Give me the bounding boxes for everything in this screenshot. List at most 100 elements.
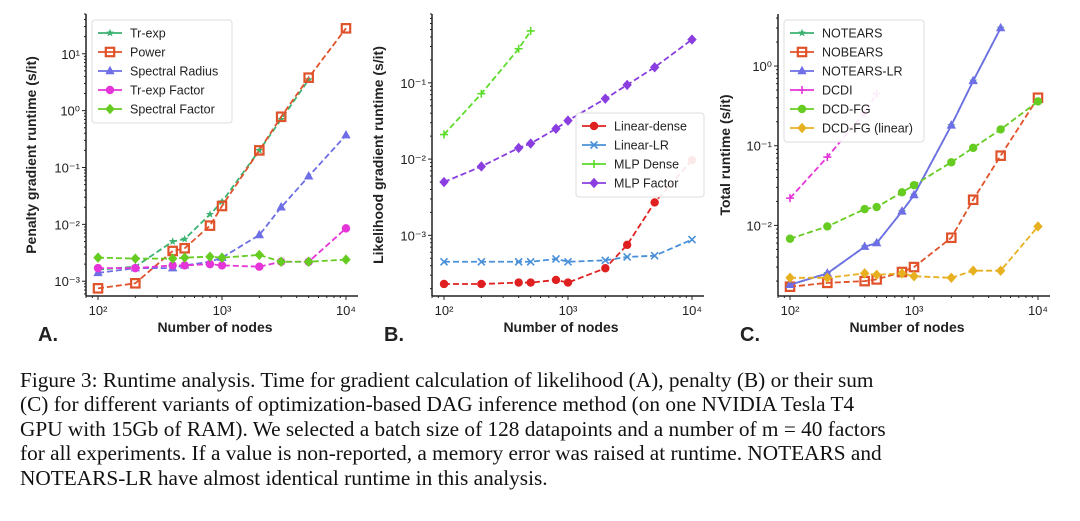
data-point — [551, 123, 561, 134]
legend-marker — [796, 46, 808, 58]
data-point — [204, 220, 216, 231]
panel-a: 10² 10³ 10⁴ 10⁻³ 10⁻² 10⁻¹ 10⁰ 10¹ Number of nod… — [23, 13, 358, 346]
y-tick-label: 10⁻¹ — [746, 139, 772, 154]
x-axis-label: Number of nodes — [157, 319, 272, 335]
legend-item: MLP Dense — [582, 158, 679, 172]
x-tick-label: 10² — [435, 303, 454, 318]
data-point — [649, 62, 660, 73]
data-point — [276, 202, 286, 211]
x-tick-label: 10⁴ — [1028, 303, 1048, 318]
data-point — [909, 271, 919, 282]
legend-item: NOBEARS — [790, 46, 883, 60]
data-point — [563, 278, 573, 287]
data-point — [687, 235, 697, 244]
data-point — [786, 194, 795, 203]
legend-marker — [106, 28, 114, 37]
data-point — [551, 275, 561, 285]
data-point — [276, 256, 286, 267]
data-point — [871, 269, 882, 280]
data-point — [967, 194, 979, 206]
legend-marker — [589, 121, 599, 131]
legend-label: DCD-FG — [822, 103, 871, 117]
legend-item: MLP Factor — [582, 177, 678, 191]
data-point — [477, 279, 486, 289]
legend-label: NOTEARS-LR — [822, 65, 903, 79]
data-point — [254, 145, 265, 156]
series-mlp-dense — [440, 26, 535, 139]
legend-item: Linear-LR — [582, 139, 669, 153]
legend-label: DCD-FG (linear) — [822, 122, 913, 136]
legend-marker — [590, 160, 598, 168]
data-point — [205, 259, 215, 269]
y-tick-label: 10⁻¹ — [54, 160, 80, 175]
data-point — [600, 93, 611, 104]
y-tick-label: 10⁻³ — [400, 228, 426, 243]
data-point — [340, 23, 352, 34]
data-point — [514, 278, 523, 287]
data-point — [650, 198, 659, 207]
data-point — [167, 253, 178, 264]
legend-box — [575, 112, 705, 198]
series-linear-lr — [439, 235, 697, 266]
data-point — [947, 158, 956, 167]
legend-item: Linear-dense — [582, 120, 687, 134]
legend-label: Power — [130, 46, 165, 60]
legend-item: DCD-FG — [790, 103, 871, 117]
data-point — [995, 265, 1006, 276]
data-point — [968, 265, 978, 276]
legend: NOTEARS NOBEARS NOTEARS-LR DCDI DCD-FG DCD-FG… — [783, 19, 925, 143]
caption-line: for all experiments. If a value is non-r… — [20, 441, 882, 466]
x-tick-label: 10³ — [213, 303, 232, 318]
data-point — [303, 256, 314, 267]
series-line — [97, 254, 347, 263]
legend: Tr-exp Power Spectral Radius Tr-exp Factor S… — [91, 19, 233, 124]
data-point — [217, 252, 227, 263]
data-point — [179, 252, 190, 263]
y-tick-label: 10¹ — [61, 47, 80, 62]
legend-label: NOBEARS — [822, 46, 883, 60]
panel-label: B. — [384, 324, 404, 346]
data-point — [622, 79, 632, 91]
data-point — [601, 256, 610, 265]
data-point — [563, 115, 573, 126]
data-point — [440, 130, 449, 139]
data-point — [476, 161, 487, 172]
x-axis-label: Number of nodes — [503, 319, 618, 335]
y-tick-label: 10⁻¹ — [400, 76, 426, 91]
data-point — [525, 138, 536, 149]
data-point — [216, 200, 228, 212]
series-mlp-factor — [439, 34, 697, 188]
legend-label: NOTEARS — [822, 27, 882, 41]
x-tick-label: 10² — [781, 303, 800, 318]
data-point — [897, 188, 907, 197]
legend: Linear-dense Linear-LR MLP Dense MLP Factor — [575, 112, 705, 198]
data-point — [93, 263, 103, 273]
panel-c: 10² 10³ 10⁴ 10⁻² 10⁻¹ 10⁰ Number of nodes Total… — [717, 14, 1050, 346]
legend-marker — [797, 122, 807, 134]
legend-item: NOTEARS — [790, 27, 882, 41]
series-line — [97, 134, 347, 274]
series-line — [98, 227, 347, 270]
data-point — [996, 125, 1005, 134]
series-line — [789, 97, 1039, 288]
y-tick-label: 10⁻² — [746, 218, 772, 233]
data-point — [859, 241, 870, 250]
legend-box — [91, 19, 233, 124]
data-point — [168, 237, 177, 245]
x-tick-label: 10³ — [559, 303, 578, 318]
legend-marker — [798, 28, 806, 37]
series-line — [789, 100, 1039, 240]
y-tick-label: 10⁻² — [400, 152, 426, 167]
panel-label: A. — [38, 324, 58, 346]
legend-label: Spectral Radius — [130, 65, 218, 79]
caption-line: Figure 3: Runtime analysis. Time for gra… — [20, 368, 874, 392]
data-point — [823, 222, 832, 231]
legend-item: Spectral Factor — [98, 103, 215, 117]
data-point — [180, 234, 189, 243]
series-tr-exp-factor — [93, 224, 351, 273]
data-point — [439, 176, 449, 188]
legend-marker — [797, 104, 807, 114]
series-line — [97, 27, 347, 290]
data-point — [1033, 97, 1043, 106]
figure-caption: Figure 3: Runtime analysis. Time for gra… — [20, 368, 1070, 490]
